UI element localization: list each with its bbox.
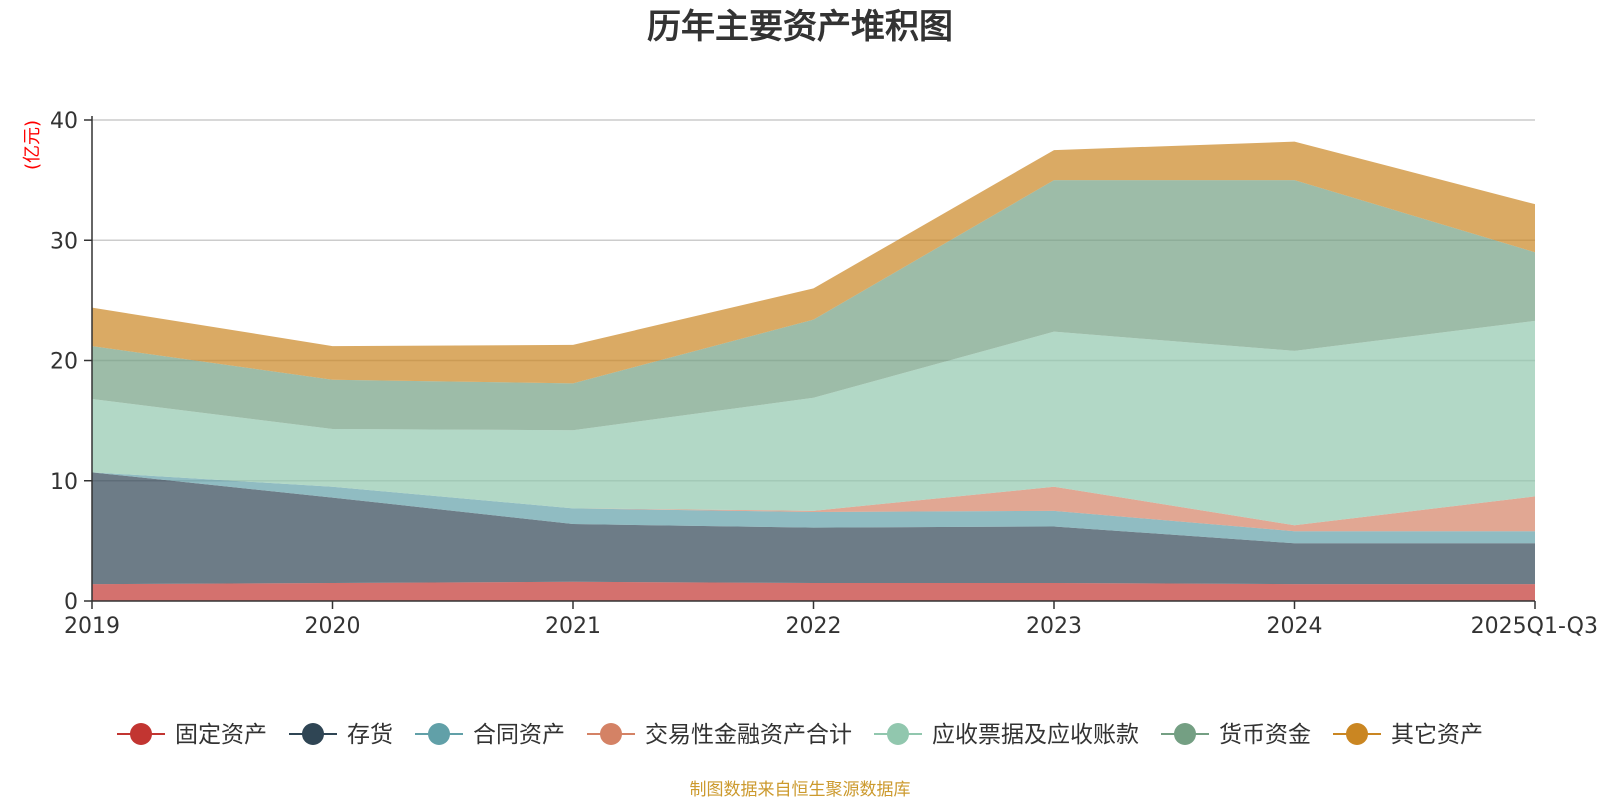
x-tick-label: 2020 [305, 614, 361, 639]
x-tick-label: 2019 [64, 614, 120, 639]
legend-marker-icon [1174, 723, 1196, 745]
legend-label: 应收票据及应收账款 [932, 722, 1139, 748]
y-axis-unit-label: (亿元) [22, 120, 43, 170]
area-series-存货[interactable] [92, 472, 1535, 585]
x-tick-label: 2022 [786, 614, 842, 639]
source-note: 制图数据来自恒生聚源数据库 [690, 780, 911, 800]
area-series-交易性金融资产合计[interactable] [92, 472, 1535, 532]
legend-item-固定资产[interactable]: 固定资产 [117, 722, 267, 748]
legend-marker-icon [302, 723, 324, 745]
chart-title: 历年主要资产堆积图 [647, 7, 953, 47]
legend-label: 货币资金 [1219, 722, 1311, 748]
legend-item-合同资产[interactable]: 合同资产 [415, 722, 565, 748]
x-tick-label: 2021 [545, 614, 601, 639]
legend-marker-icon [887, 723, 909, 745]
area-series-货币资金[interactable] [92, 180, 1535, 431]
legend-label: 合同资产 [473, 722, 565, 748]
y-tick-label: 40 [50, 109, 78, 134]
x-tick-label: 2025Q1-Q3 [1471, 614, 1598, 639]
y-tick-label: 20 [50, 350, 78, 375]
legend-marker-icon [1346, 723, 1368, 745]
legend-item-货币资金[interactable]: 货币资金 [1161, 722, 1311, 748]
legend-marker-icon [130, 723, 152, 745]
x-tick-label: 2023 [1026, 614, 1082, 639]
legend-item-应收票据及应收账款[interactable]: 应收票据及应收账款 [874, 722, 1139, 748]
area-series-固定资产[interactable] [92, 581, 1535, 601]
legend-label: 固定资产 [175, 722, 267, 748]
legend-item-存货[interactable]: 存货 [289, 722, 393, 748]
legend: 固定资产 存货 合同资产 交易性金融资产合计 应收票据及应收账款 货币资金 其它资产 [117, 722, 1483, 748]
y-tick-label: 0 [64, 590, 78, 615]
legend-label: 存货 [347, 722, 393, 748]
legend-label: 交易性金融资产合计 [645, 722, 852, 748]
area-series-其它资产[interactable] [92, 141, 1535, 384]
x-tick-label: 2024 [1267, 614, 1323, 639]
area-series [92, 141, 1535, 601]
legend-marker-icon [600, 723, 622, 745]
y-tick-label: 10 [50, 470, 78, 495]
area-series-应收票据及应收账款[interactable] [92, 320, 1535, 526]
legend-item-交易性金融资产合计[interactable]: 交易性金融资产合计 [587, 722, 852, 748]
area-series-合同资产[interactable] [92, 472, 1535, 544]
legend-label: 其它资产 [1391, 722, 1483, 748]
axes: 0 10 20 30 40 2019 2020 2021 2022 2023 2024 2025Q1-… [50, 109, 1598, 639]
legend-marker-icon [428, 723, 450, 745]
legend-item-其它资产[interactable]: 其它资产 [1333, 722, 1483, 748]
y-tick-label: 30 [50, 229, 78, 254]
